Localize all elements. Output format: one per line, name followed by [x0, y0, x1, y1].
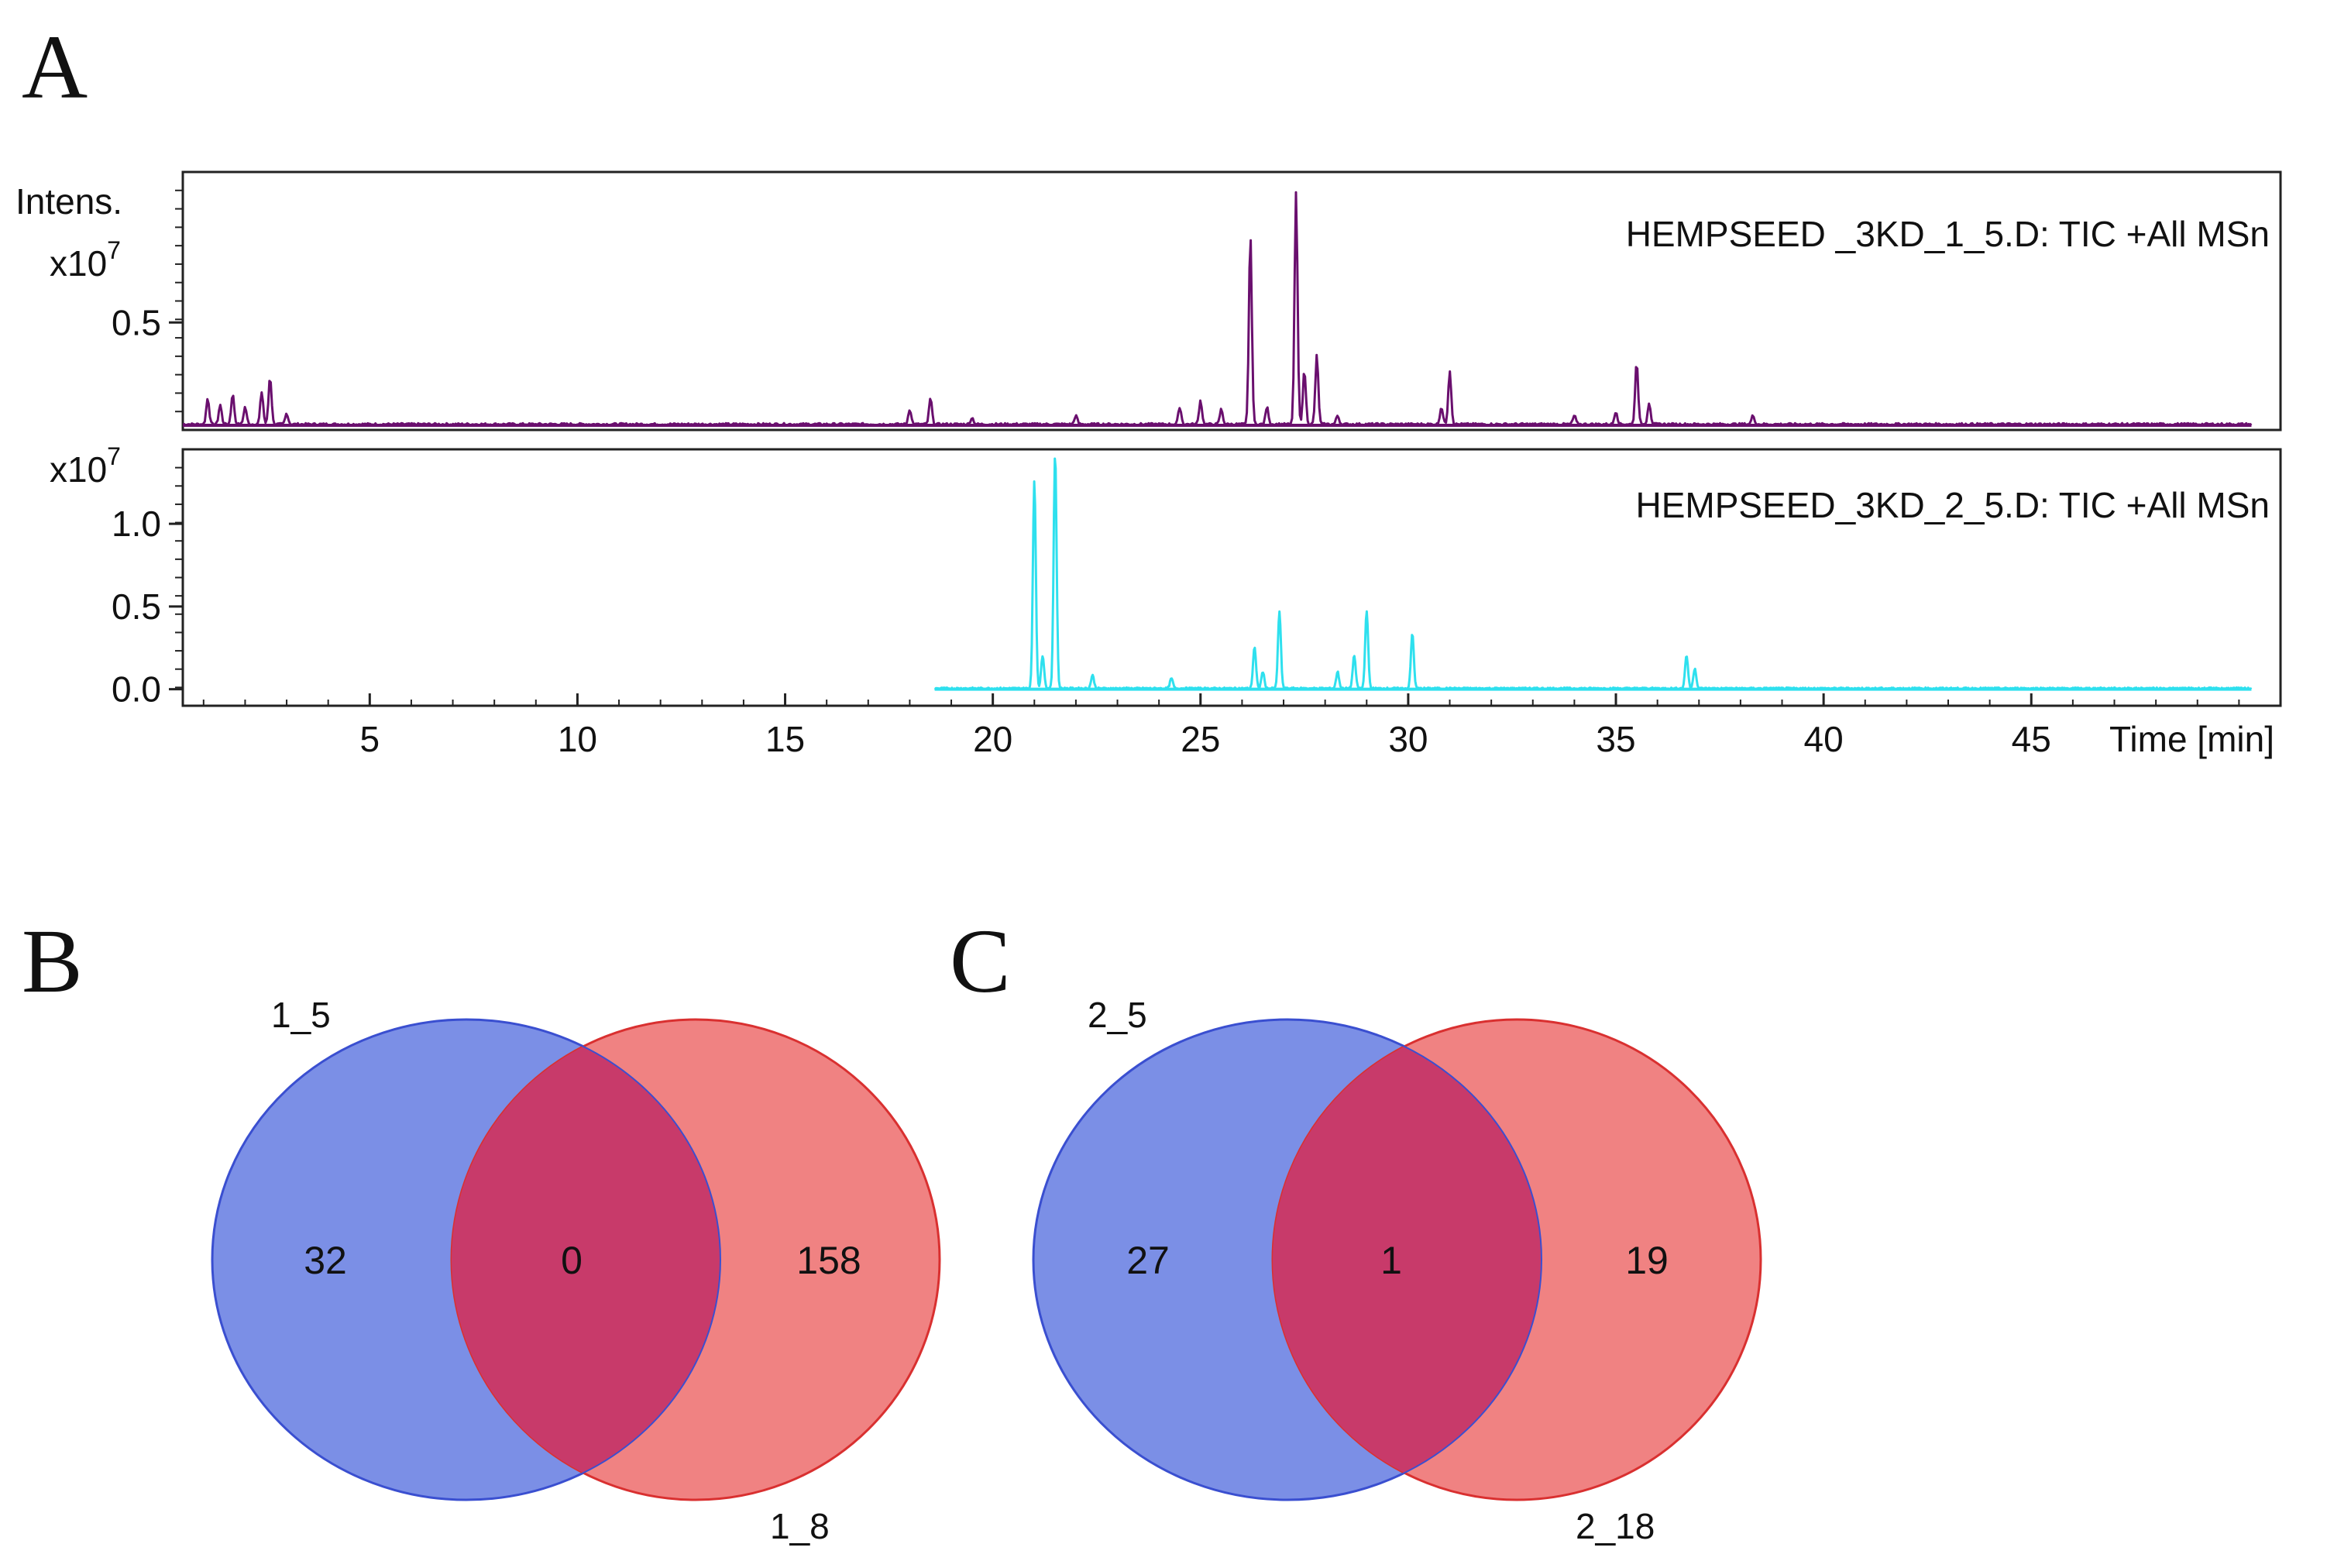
- venn-b-label-1-5: 1_5: [271, 995, 331, 1035]
- venn-c: 2_5 2_18 27 1 19: [1032, 995, 1762, 1546]
- x-tick-label: 20: [973, 719, 1012, 759]
- lower-y-tick-label: 0.0: [112, 669, 161, 710]
- x-tick-label: 40: [1804, 719, 1844, 759]
- upper-y-tick-label: 0.5: [112, 302, 161, 342]
- x-tick-label: 5: [360, 719, 380, 759]
- upper-y-axis: 0.5: [112, 189, 183, 413]
- panel-label-c: C: [950, 910, 1011, 1012]
- venn-c-label-2-18: 2_18: [1576, 1506, 1655, 1546]
- upper-trace-label: HEMPSEED _3KD_1_5.D: TIC +All MSn: [1626, 214, 2270, 254]
- x-tick-label: 30: [1388, 719, 1428, 759]
- venn-c-count-2-18-only: 19: [1625, 1239, 1669, 1282]
- lower-multiplier-exponent: 7: [107, 442, 121, 470]
- panel-label-b: B: [22, 910, 83, 1012]
- venn-b-count-overlap: 0: [561, 1239, 583, 1282]
- venn-b-count-1-5-only: 32: [304, 1239, 347, 1282]
- venn-b-overlap: [452, 1020, 720, 1500]
- lower-y-axis: 0.0 0.5 1.0: [112, 466, 183, 710]
- x-tick-label: 15: [765, 719, 805, 759]
- upper-multiplier: x107: [50, 236, 121, 284]
- lower-trace: [933, 457, 2253, 691]
- venn-c-count-overlap: 1: [1380, 1239, 1402, 1282]
- venn-c-label-2-5: 2_5: [1088, 995, 1147, 1035]
- venn-c-set-2-5-outline: [1033, 1019, 1542, 1501]
- x-tick-label: 35: [1596, 719, 1635, 759]
- lower-multiplier-base: x10: [50, 449, 107, 490]
- lower-trace-label: HEMPSEED_3KD_2_5.D: TIC +All MSn: [1635, 485, 2270, 525]
- upper-trace: [183, 191, 2253, 427]
- venn-c-overlap: [1273, 1020, 1542, 1500]
- lower-y-tick-label: 1.0: [112, 504, 161, 544]
- upper-multiplier-exponent: 7: [107, 236, 121, 264]
- venn-b-set-1-5-outline: [211, 1019, 721, 1501]
- venn-b-count-1-8-only: 158: [796, 1239, 861, 1282]
- x-tick-label: 25: [1181, 719, 1220, 759]
- lower-y-tick-label: 0.5: [112, 586, 161, 627]
- x-tick-label: 10: [558, 719, 597, 759]
- x-tick-label: 45: [2012, 719, 2051, 759]
- venn-c-count-2-5-only: 27: [1126, 1239, 1170, 1282]
- panel-label-a: A: [22, 16, 88, 118]
- venn-b: 1_5 1_8 32 0 158: [211, 995, 941, 1546]
- chromatogram-panel: 0.5 0.00.51.0 5 10 15 20 25 30 35 40 45 Intens. …: [15, 170, 2282, 759]
- venn-b-label-1-8: 1_8: [770, 1506, 830, 1546]
- upper-plot-frame: [181, 170, 2282, 432]
- x-axis-title: Time [min]: [2109, 719, 2274, 759]
- x-axis: 5 10 15 20 25 30 35 40 45: [202, 693, 2240, 759]
- upper-multiplier-base: x10: [50, 243, 107, 284]
- lower-multiplier: x107: [50, 442, 121, 490]
- y-axis-title: Intens.: [15, 181, 122, 222]
